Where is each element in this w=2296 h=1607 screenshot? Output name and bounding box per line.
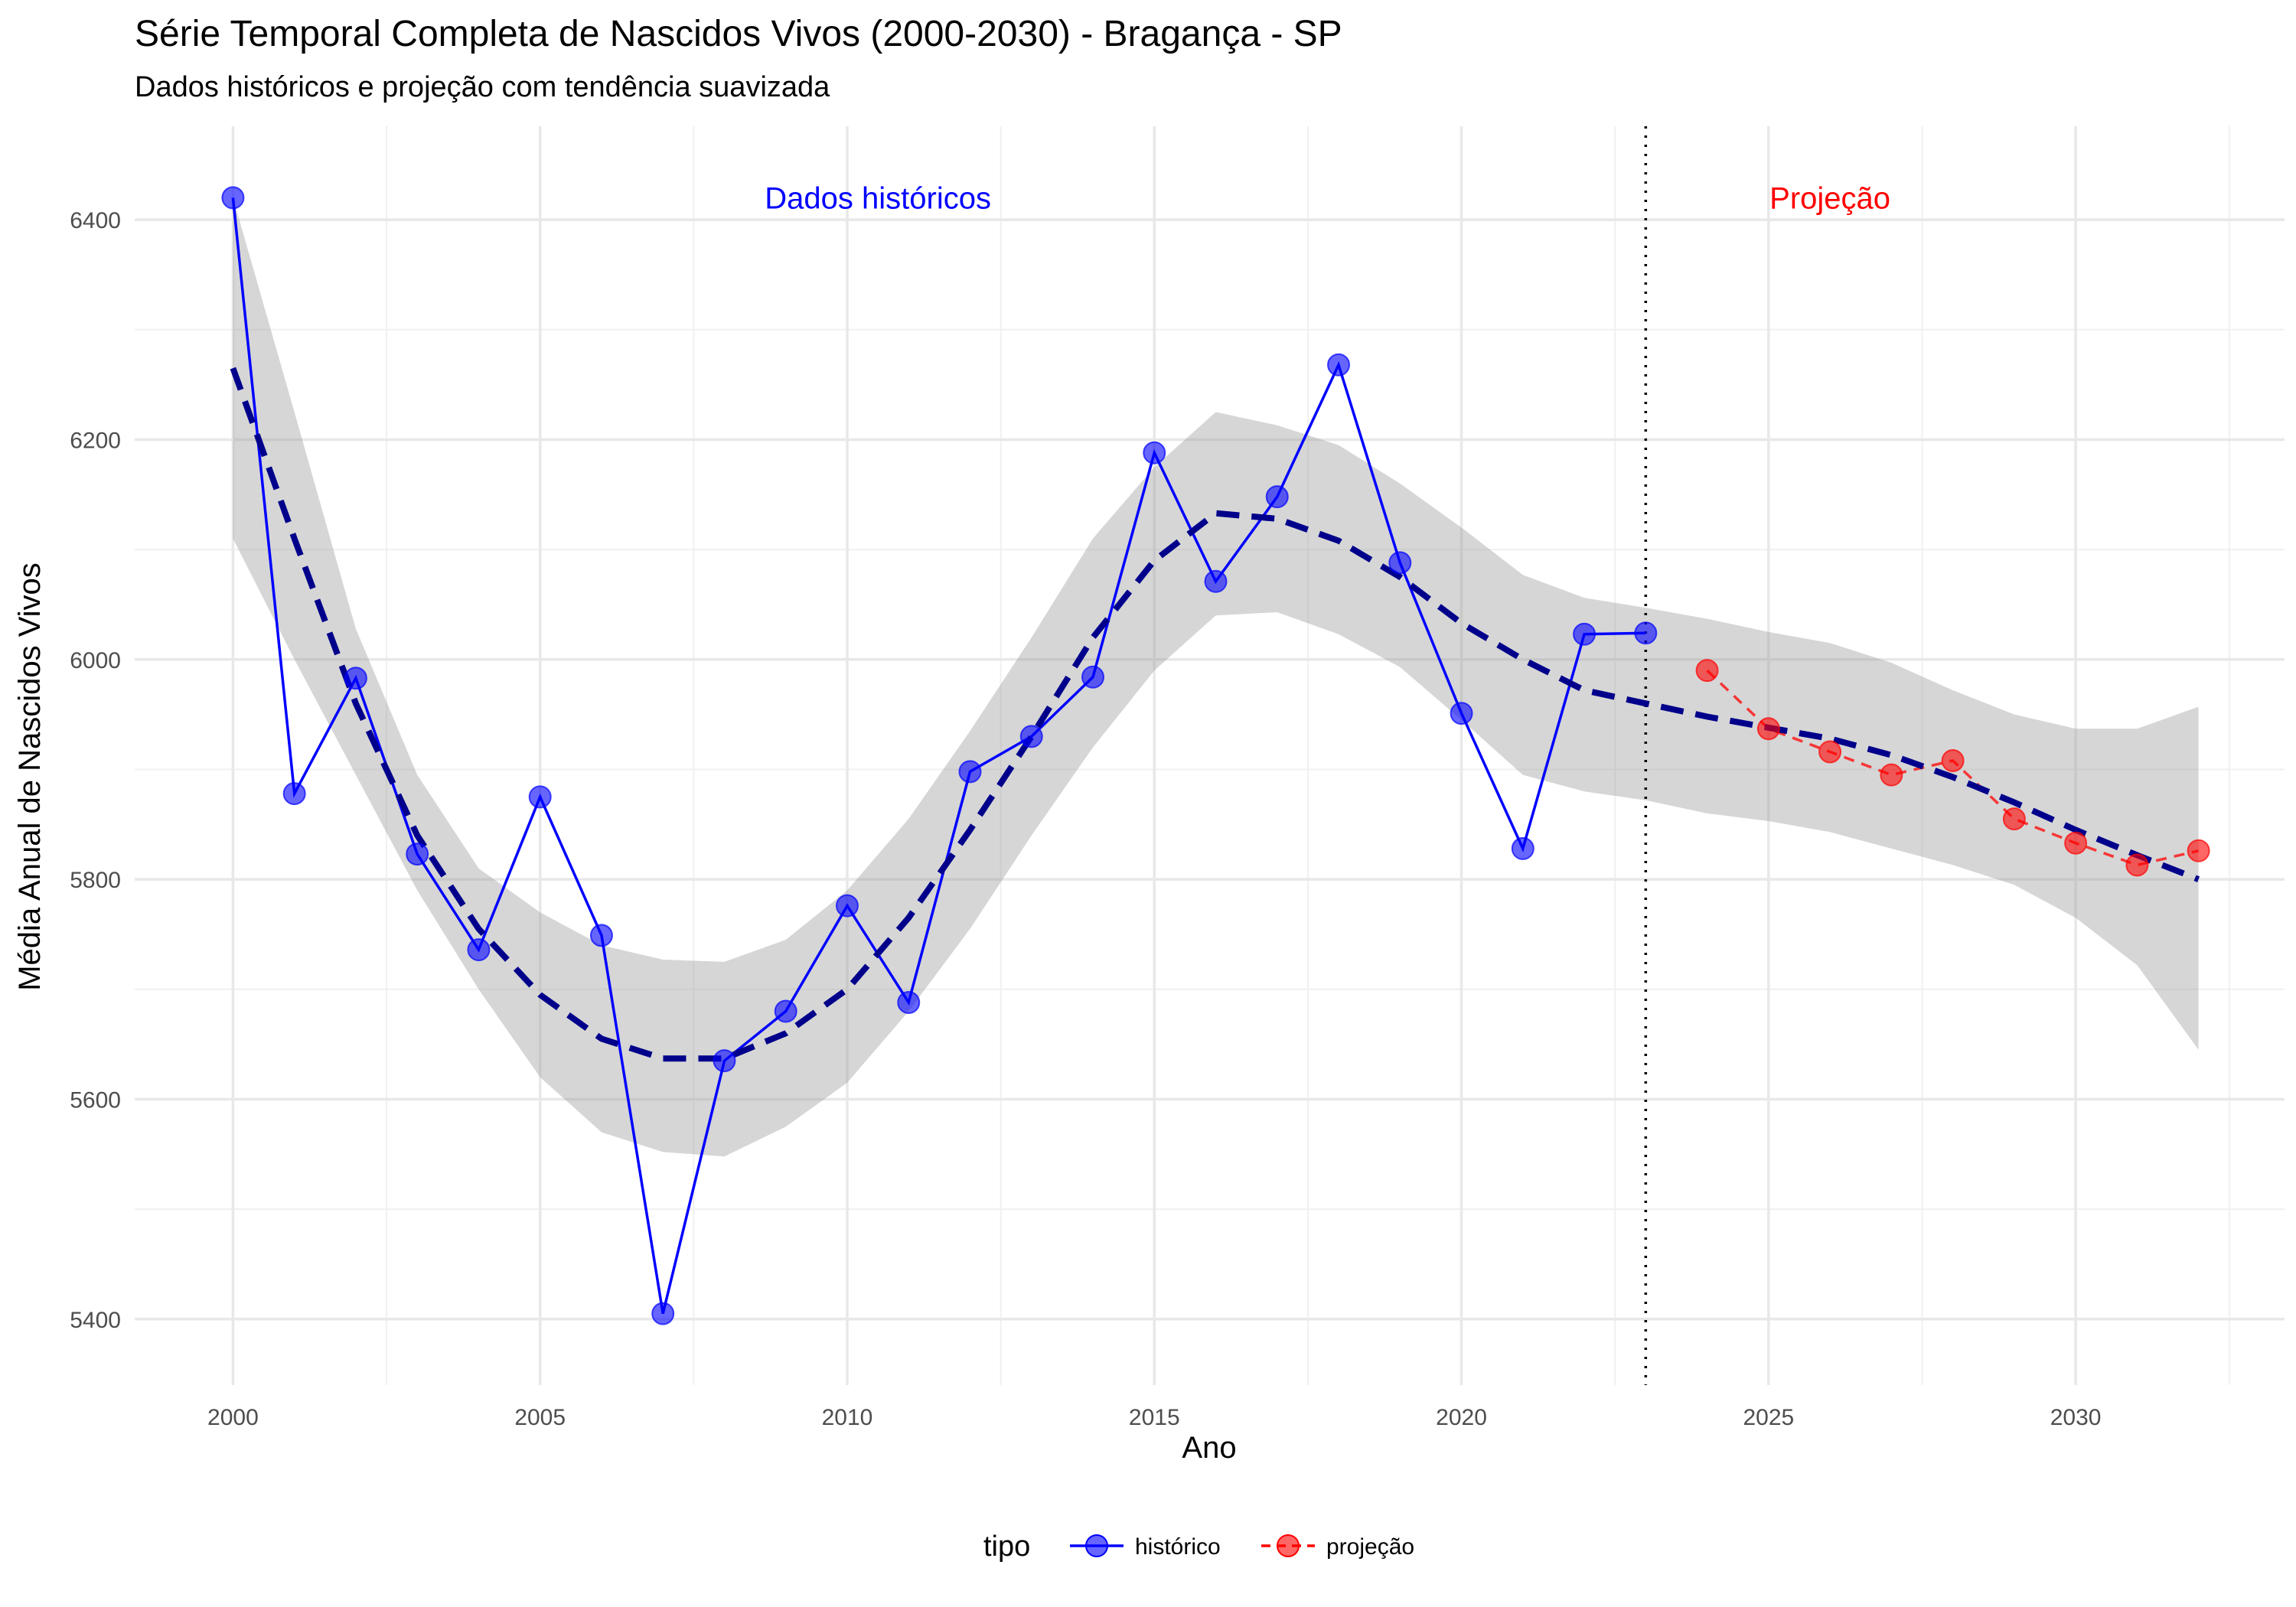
data-point-historico — [1511, 836, 1534, 860]
data-point-historico — [1204, 569, 1228, 593]
legend-title: tipo — [983, 1530, 1030, 1563]
data-point-projecao — [2187, 839, 2210, 862]
data-point-projecao — [1941, 748, 1965, 772]
data-point-historico — [589, 924, 613, 947]
y-tick-label: 5400 — [70, 1308, 121, 1333]
data-point-projecao — [1880, 763, 1903, 787]
data-point-historico — [651, 1302, 675, 1325]
data-point-historico — [1143, 441, 1166, 464]
x-tick-labels: 2000 2005 2010 2015 2020 2025 2030 — [207, 1405, 2101, 1430]
data-point-historico — [344, 667, 367, 690]
data-point-historico — [1265, 485, 1289, 509]
legend-label: projeção — [1326, 1534, 1414, 1560]
x-tick-label: 2030 — [2050, 1405, 2102, 1430]
data-point-historico — [406, 843, 429, 866]
annotation-label: Projeção — [1769, 181, 1890, 215]
y-tick-labels: 5400 5600 5800 6000 6200 6400 — [70, 208, 121, 1333]
annotation-layer: Dados históricos Projeção — [765, 181, 1890, 215]
chart-title: Série Temporal Completa de Nascidos Vivo… — [135, 14, 1342, 54]
chart-subtitle: Dados históricos e projeção com tendênci… — [135, 71, 830, 103]
data-point-projecao — [2064, 831, 2088, 855]
data-point-historico — [1019, 725, 1043, 748]
x-tick-label: 2005 — [514, 1405, 566, 1430]
legend-key-point — [1277, 1534, 1300, 1557]
series-line-historico — [231, 197, 1646, 1315]
data-point-historico — [467, 938, 491, 962]
data-point-projecao — [1695, 659, 1719, 683]
grid-major — [135, 126, 2285, 1385]
y-tick-label: 5600 — [70, 1087, 121, 1113]
confidence-ribbon-layer — [233, 197, 2199, 1157]
data-point-historico — [713, 1049, 736, 1073]
data-point-historico — [835, 894, 859, 918]
points-layer — [221, 186, 2210, 1325]
legend-key-point — [1085, 1534, 1108, 1557]
x-tick-label: 2020 — [1436, 1405, 1487, 1430]
data-point-historico — [774, 999, 797, 1023]
data-point-projecao — [1818, 740, 1842, 764]
data-point-historico — [1081, 665, 1105, 689]
annotation-label: Dados históricos — [765, 181, 991, 215]
data-point-historico — [897, 991, 921, 1015]
y-axis-title: Média Anual de Nascidos Vivos — [13, 562, 47, 991]
confidence-ribbon — [233, 197, 2199, 1157]
data-point-historico — [1634, 621, 1658, 645]
y-tick-label: 6400 — [70, 208, 121, 233]
data-point-historico — [1327, 353, 1351, 376]
legend-label: histórico — [1135, 1534, 1221, 1560]
x-tick-label: 2015 — [1129, 1405, 1180, 1430]
x-tick-label: 2000 — [207, 1405, 259, 1430]
x-tick-label: 2010 — [822, 1405, 873, 1430]
data-point-projecao — [2125, 853, 2149, 877]
data-point-historico — [1573, 622, 1596, 646]
data-point-historico — [1388, 551, 1412, 575]
y-tick-label: 6200 — [70, 428, 121, 453]
data-point-projecao — [1756, 717, 1780, 741]
y-tick-label: 6000 — [70, 648, 121, 673]
data-point-historico — [282, 782, 306, 806]
data-point-historico — [528, 785, 552, 809]
data-point-historico — [1450, 702, 1473, 725]
y-tick-label: 5800 — [70, 868, 121, 893]
data-point-historico — [221, 186, 245, 210]
data-point-projecao — [2002, 807, 2026, 831]
trend-line — [230, 367, 2200, 1062]
x-axis-title: Ano — [1182, 1431, 1236, 1465]
legend-items: histórico projeção — [1070, 1534, 1414, 1560]
x-tick-label: 2025 — [1743, 1405, 1794, 1430]
legend: tipo histórico projeção — [983, 1530, 1414, 1563]
data-point-historico — [958, 760, 982, 784]
grid-minor — [135, 126, 2285, 1385]
trend-layer — [230, 367, 2200, 1062]
